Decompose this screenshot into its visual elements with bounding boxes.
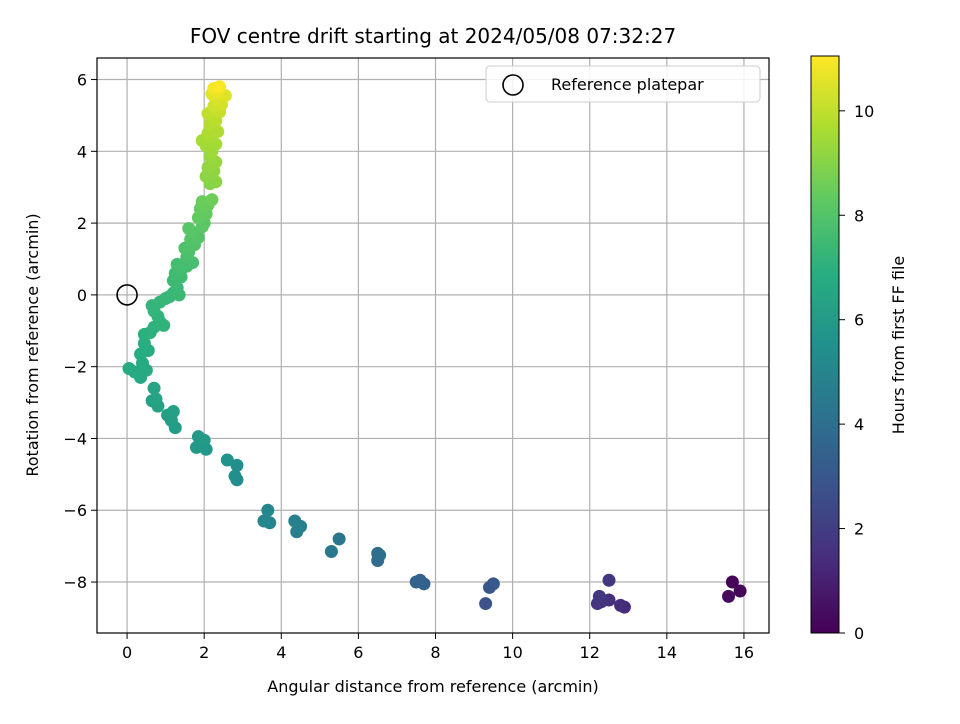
x-axis: 0 2 4 6 8 10 12 14 16 [122, 633, 754, 662]
y-tick-label: 2 [77, 214, 87, 233]
y-tick-label: −4 [63, 429, 87, 448]
data-point [205, 193, 219, 207]
data-point [332, 532, 346, 546]
colorbar: 0 2 4 6 8 10 Hours from first FF file [810, 55, 908, 643]
data-point [230, 458, 244, 472]
legend-marker-reference [502, 74, 524, 96]
data-point [170, 257, 184, 271]
data-point [195, 195, 209, 209]
colorbar-label: Hours from first FF file [889, 256, 908, 435]
data-point [197, 433, 211, 447]
data-points [122, 80, 747, 614]
data-point [324, 545, 338, 559]
y-tick-label: 4 [77, 142, 87, 161]
x-tick-label: 8 [430, 643, 440, 662]
legend-label-reference: Reference platepar [551, 75, 704, 94]
legend-box [485, 65, 761, 103]
colorbar-tick-label: 6 [854, 311, 864, 330]
x-tick-label: 14 [657, 643, 677, 662]
data-point [725, 575, 739, 589]
data-point [722, 589, 736, 603]
plot-frame [96, 57, 770, 634]
x-tick-label: 6 [353, 643, 363, 662]
x-axis-label: Angular distance from reference (arcmin) [267, 677, 598, 696]
colorbar-gradient [810, 55, 840, 634]
x-tick-label: 0 [122, 643, 132, 662]
data-point [220, 453, 234, 467]
y-tick-label: 6 [77, 71, 87, 90]
data-point [261, 503, 275, 517]
legend: Reference platepar [485, 65, 761, 103]
colorbar-ticks: 0 2 4 6 8 10 [839, 102, 874, 643]
data-point [733, 584, 747, 598]
data-point [479, 597, 493, 611]
x-tick-label: 4 [276, 643, 286, 662]
y-tick-label: −2 [63, 358, 87, 377]
data-point [409, 575, 423, 589]
y-axis-label: Rotation from reference (arcmin) [23, 213, 42, 476]
colorbar-tick-label: 8 [854, 206, 864, 225]
data-point [149, 392, 163, 406]
x-tick-label: 16 [734, 643, 754, 662]
colorbar-tick-label: 2 [854, 520, 864, 539]
reference-platepar-marker [116, 284, 138, 306]
chart-title: FOV centre drift starting at 2024/05/08 … [190, 24, 676, 48]
data-point [182, 221, 196, 235]
data-point [209, 175, 223, 189]
data-point [137, 336, 151, 350]
data-point [228, 469, 242, 483]
data-point [602, 573, 616, 587]
data-point [288, 514, 302, 528]
data-point [257, 514, 271, 528]
y-tick-label: 0 [77, 286, 87, 305]
data-point [122, 361, 136, 375]
data-point [371, 546, 385, 560]
colorbar-tick-label: 4 [854, 415, 864, 434]
x-tick-label: 10 [502, 643, 522, 662]
data-point [147, 381, 161, 395]
x-tick-label: 12 [580, 643, 600, 662]
y-tick-label: −8 [63, 573, 87, 592]
data-point [166, 405, 180, 419]
colorbar-tick-label: 10 [854, 102, 874, 121]
y-tick-label: −6 [63, 501, 87, 520]
data-point [592, 589, 606, 603]
data-point [213, 80, 227, 94]
colorbar-tick-label: 0 [854, 624, 864, 643]
data-point [614, 598, 628, 612]
x-tick-label: 2 [199, 643, 209, 662]
data-point [486, 577, 500, 591]
y-axis: −8 −6 −4 −2 0 2 4 6 [63, 71, 97, 592]
